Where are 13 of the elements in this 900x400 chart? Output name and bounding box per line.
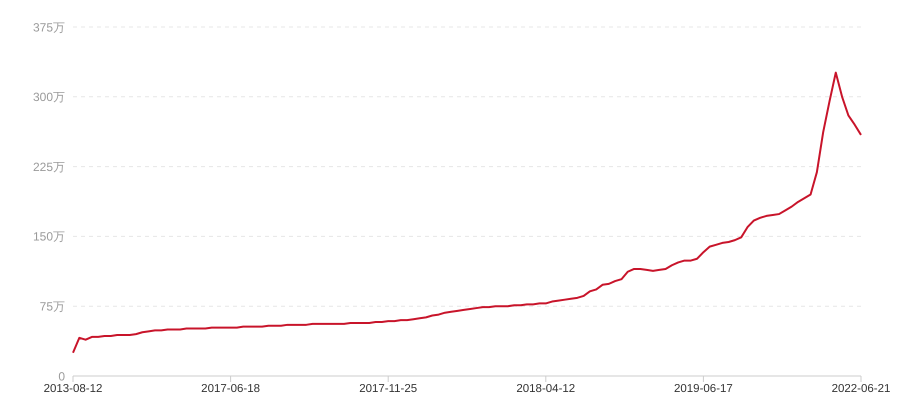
y-tick-label: 75万 bbox=[40, 299, 65, 314]
y-tick-label: 0 bbox=[58, 369, 66, 384]
x-tick-label: 2017-06-18 bbox=[201, 383, 260, 396]
x-tick-label: 2017-11-25 bbox=[359, 383, 418, 396]
line-series bbox=[72, 72, 862, 354]
x-tick-label: 2019-06-17 bbox=[674, 383, 733, 396]
y-tick-label: 150万 bbox=[32, 230, 65, 244]
x-tick-label: 2013-08-12 bbox=[44, 383, 102, 396]
y-tick-label: 375万 bbox=[32, 20, 65, 34]
y-tick-label: 225万 bbox=[32, 160, 65, 174]
x-tick-label: 2018-04-12 bbox=[516, 383, 576, 396]
x-tick-label: 2022-06-21 bbox=[832, 383, 890, 396]
y-tick-label: 300万 bbox=[32, 90, 65, 104]
